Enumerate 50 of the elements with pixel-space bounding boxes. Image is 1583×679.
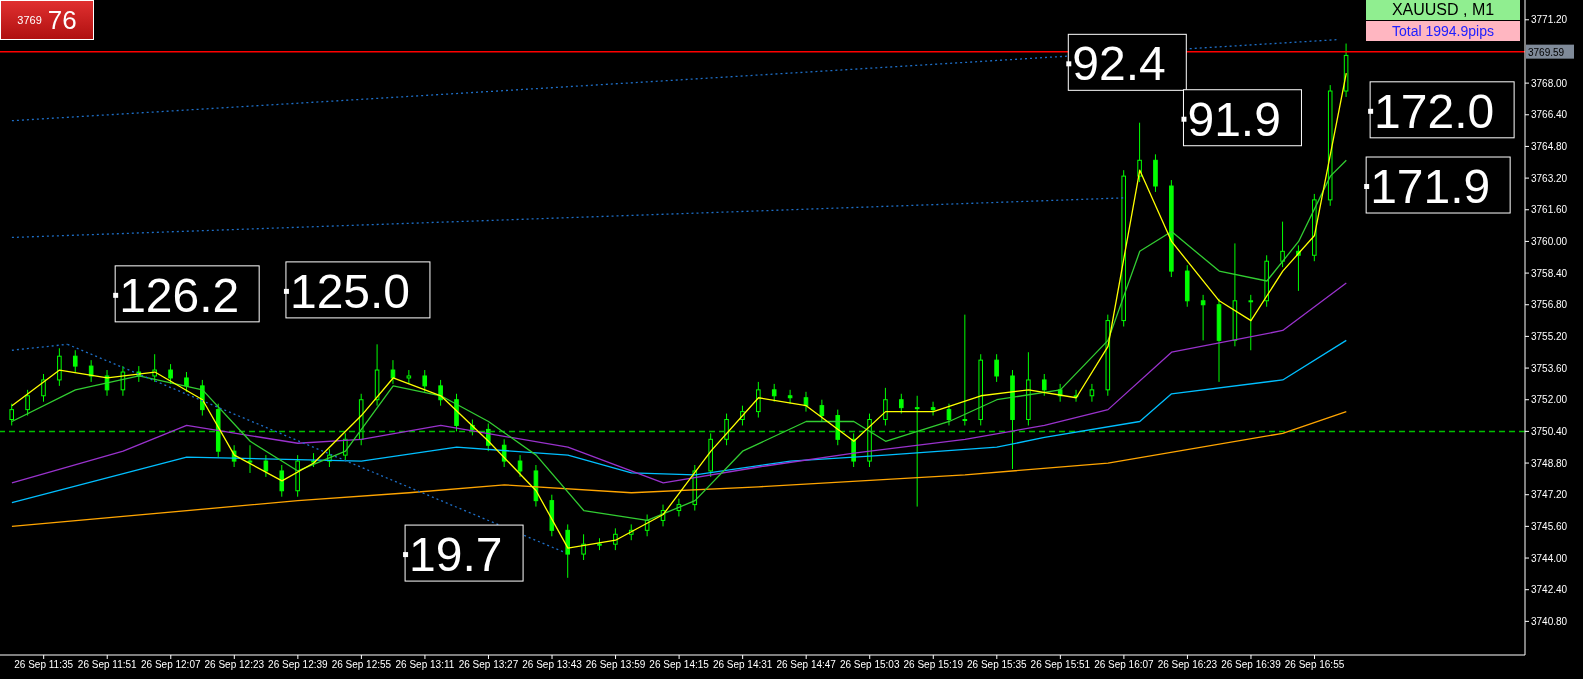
y-tick-label: 3760.00	[1531, 235, 1568, 247]
x-tick-label: 26 Sep 12:23	[204, 659, 265, 671]
x-tick-label: 26 Sep 16:39	[1221, 659, 1282, 671]
x-tick-label: 26 Sep 13:59	[585, 659, 646, 671]
y-tick-label: 3750.40	[1531, 425, 1568, 437]
annotation: 76	[47, 4, 77, 36]
x-tick-label: 26 Sep 11:51	[77, 659, 138, 671]
y-tick-label: 3742.40	[1531, 584, 1568, 596]
y-tick-label: 3740.80	[1531, 615, 1568, 627]
x-tick-label: 26 Sep 16:07	[1094, 659, 1155, 671]
y-tick-label: 3763.20	[1531, 172, 1568, 184]
annotation: 171.9	[1370, 160, 1491, 214]
x-tick-label: 26 Sep 15:03	[839, 659, 900, 671]
y-tick-label: 3771.20	[1531, 14, 1568, 26]
annotation: 125.0	[289, 264, 411, 318]
x-tick-label: 26 Sep 12:39	[268, 659, 329, 671]
y-tick-label: 3758.40	[1531, 267, 1568, 279]
y-tick-label: 3752.00	[1531, 394, 1568, 406]
x-tick-label: 26 Sep 12:55	[331, 659, 392, 671]
annotation: 92.4	[1072, 37, 1166, 91]
y-tick-label: 3755.20	[1531, 330, 1568, 342]
y-tick-label: 3744.00	[1531, 552, 1568, 564]
y-tick-label: 3753.60	[1531, 362, 1568, 374]
y-tick-label: 3748.80	[1531, 457, 1568, 469]
annotation: 126.2	[119, 268, 240, 322]
x-tick-label: 26 Sep 15:19	[903, 659, 964, 671]
annotation: 91.9	[1187, 92, 1281, 146]
x-tick-label: 26 Sep 12:07	[141, 659, 201, 671]
x-tick-label: 26 Sep 13:43	[522, 659, 583, 671]
x-tick-label: 26 Sep 16:23	[1157, 659, 1218, 671]
y-tick-label: 3764.80	[1531, 140, 1568, 152]
annotation: 19.7	[409, 528, 503, 582]
x-tick-label: 26 Sep 14:31	[712, 659, 773, 671]
x-tick-label: 26 Sep 15:51	[1030, 659, 1091, 671]
annotation: 172.0	[1374, 84, 1495, 138]
y-tick-label: 3756.80	[1531, 299, 1568, 311]
y-tick-label: 3747.20	[1531, 489, 1568, 501]
x-tick-label: 26 Sep 13:27	[458, 659, 519, 671]
x-tick-label: 26 Sep 11:35	[14, 659, 74, 671]
y-tick-label: 3745.60	[1531, 520, 1568, 532]
y-tick-label: 3766.40	[1531, 109, 1568, 121]
ref-line-label: 3769.59	[1528, 46, 1565, 58]
x-tick-label: 26 Sep 14:15	[649, 659, 710, 671]
x-tick-label: 26 Sep 13:11	[395, 659, 455, 671]
y-tick-label: 3761.60	[1531, 204, 1568, 216]
annotation: 3769	[17, 14, 42, 26]
x-tick-label: 26 Sep 14:47	[776, 659, 837, 671]
y-tick-label: 3768.00	[1531, 77, 1568, 89]
x-tick-label: 26 Sep 16:55	[1284, 659, 1345, 671]
x-tick-label: 26 Sep 15:35	[967, 659, 1027, 671]
